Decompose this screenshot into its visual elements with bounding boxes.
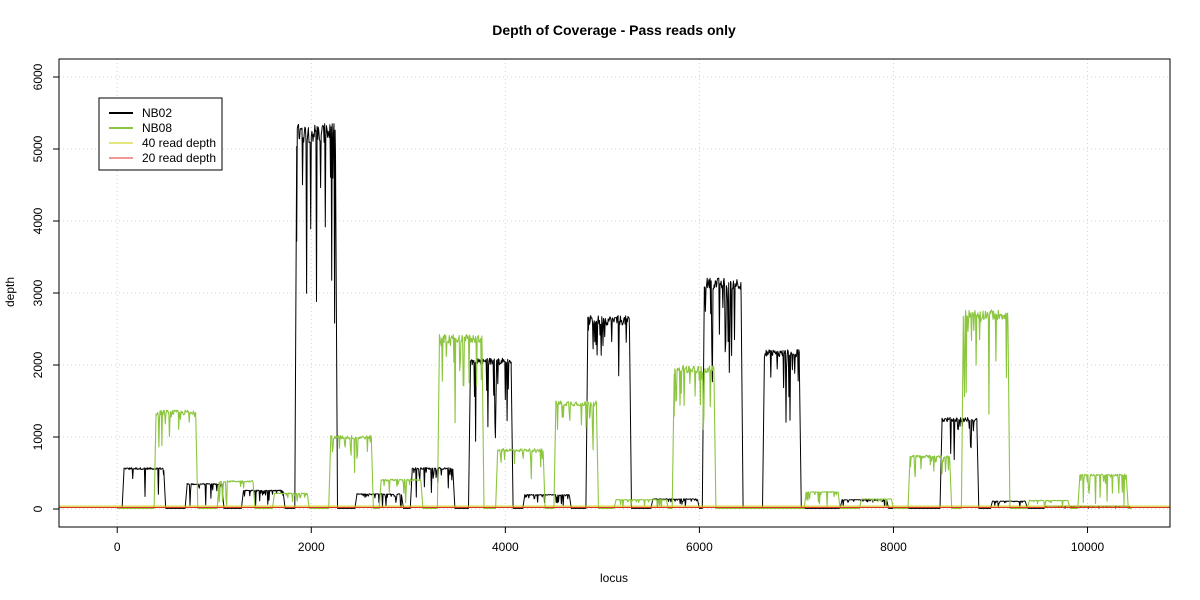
series-nb08 xyxy=(117,309,1132,509)
x-tick-label: 6000 xyxy=(686,540,713,554)
x-tick-label: 2000 xyxy=(298,540,325,554)
y-tick-label: 5000 xyxy=(31,135,45,162)
legend-label: NB08 xyxy=(142,121,172,135)
y-tick-label: 6000 xyxy=(31,63,45,90)
y-tick-label: 4000 xyxy=(31,207,45,234)
x-tick-label: 10000 xyxy=(1071,540,1105,554)
series-line-nb02 xyxy=(117,123,1132,509)
series-nb02 xyxy=(117,123,1132,509)
series-line-nb08 xyxy=(117,309,1132,509)
y-tick-label: 2000 xyxy=(31,351,45,378)
y-axis-label: depth xyxy=(3,277,17,307)
y-tick-label: 3000 xyxy=(31,279,45,306)
chart-title: Depth of Coverage - Pass reads only xyxy=(492,22,736,38)
x-tick-label: 0 xyxy=(114,540,121,554)
series-layer xyxy=(117,123,1132,509)
x-axis: 0 2000 4000 6000 8000 10000 xyxy=(114,526,1105,554)
x-tick-label: 8000 xyxy=(880,540,907,554)
legend-label: 20 read depth xyxy=(142,151,216,165)
x-tick-label: 4000 xyxy=(492,540,519,554)
plot-area xyxy=(59,123,1170,509)
x-axis-label: locus xyxy=(600,571,628,585)
legend-label: NB02 xyxy=(142,106,172,120)
y-tick-label: 1000 xyxy=(31,423,45,450)
y-tick-label: 0 xyxy=(31,505,45,512)
legend-label: 40 read depth xyxy=(142,136,216,150)
threshold-layer xyxy=(59,505,1170,509)
y-axis: 0 1000 2000 3000 4000 5000 6000 xyxy=(31,63,59,512)
